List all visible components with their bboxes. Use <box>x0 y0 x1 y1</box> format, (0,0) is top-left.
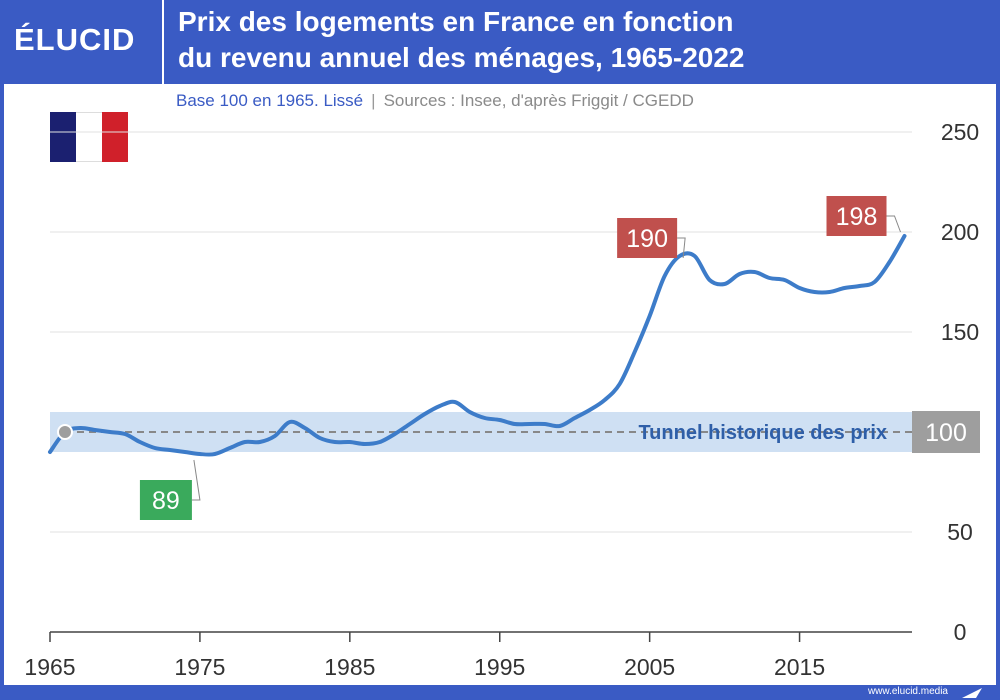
y-tick-label: 250 <box>941 119 979 145</box>
x-tick-label: 2015 <box>774 654 825 680</box>
footer-url[interactable]: www.elucid.media <box>867 686 948 697</box>
price-ratio-line <box>48 234 907 457</box>
annotation-label: 89 <box>152 487 180 515</box>
x-tick-label: 1965 <box>24 654 75 680</box>
annotation-box <box>826 196 887 236</box>
y-tick-label: 150 <box>941 319 979 345</box>
annotation-label: 190 <box>626 225 668 253</box>
chart-subtitle: Base 100 en 1965. Lissé | Sources : Insee,… <box>176 91 694 111</box>
annotation-leader <box>191 459 201 501</box>
y-tick-label: 0 <box>954 619 967 645</box>
x-tick-label: 2005 <box>624 654 675 680</box>
elucid-logo[interactable]: ÉLUCID <box>14 22 136 57</box>
base-year-marker <box>56 424 73 440</box>
flag-stripe-white <box>76 112 102 162</box>
y-tick-label: 50 <box>947 519 973 545</box>
chart-panel <box>4 84 996 685</box>
title-line-1: Prix des logements en France en fonction <box>178 6 734 37</box>
flag-stripe-red <box>102 112 128 162</box>
subtitle-separator: | <box>371 91 376 110</box>
y-tick-label: 200 <box>941 219 979 245</box>
tunnel-label: Tunnel historique des prix <box>638 422 887 444</box>
subtitle-sources: Sources : Insee, d'après Friggit / CGEDD <box>383 91 694 110</box>
france-flag-icon <box>50 112 128 162</box>
x-tick-label: 1975 <box>174 654 225 680</box>
header: ÉLUCID Prix des logements en France en f… <box>0 0 1000 84</box>
subtitle-base: Base 100 en 1965. Lissé <box>176 91 364 110</box>
value-box-100 <box>912 411 980 453</box>
flag-stripe-blue <box>50 112 76 162</box>
elucid-mark-icon <box>962 688 982 698</box>
value-label-100: 100 <box>925 419 967 447</box>
x-tick-label: 1985 <box>324 654 375 680</box>
x-tick-label: 1995 <box>474 654 525 680</box>
annotation-leader <box>677 237 686 259</box>
title-line-2: du revenu annuel des ménages, 1965-2022 <box>178 42 745 73</box>
annotation-box <box>617 218 678 258</box>
chart-title: Prix des logements en France en fonction… <box>178 4 978 76</box>
header-divider <box>162 0 164 84</box>
annotation-box <box>139 480 192 520</box>
annotation-leader <box>886 215 901 233</box>
annotation-label: 198 <box>836 203 878 231</box>
